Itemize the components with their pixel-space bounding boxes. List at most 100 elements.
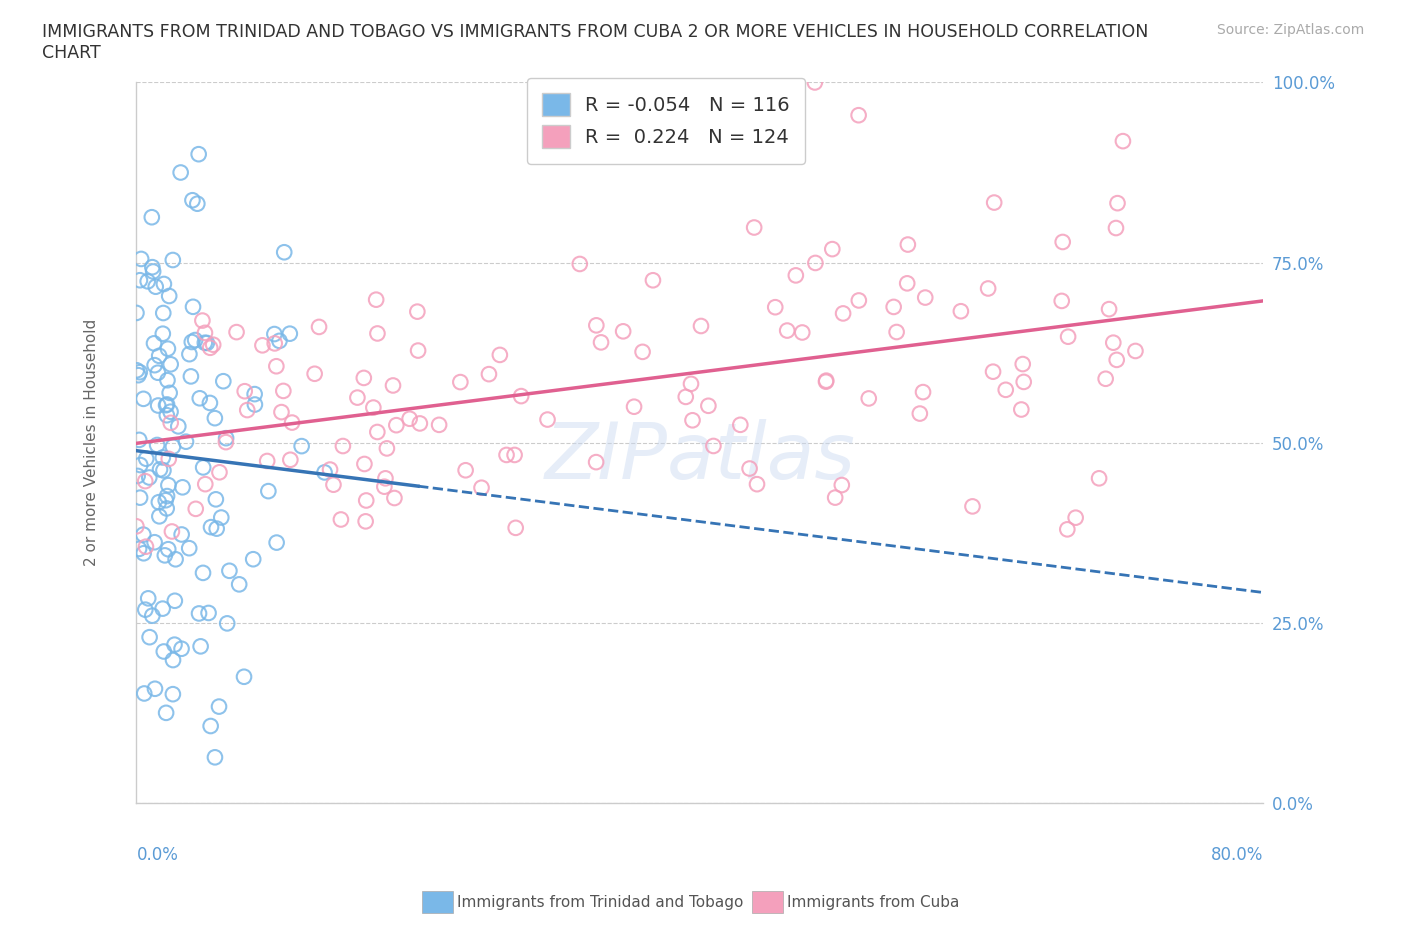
Point [127, 367, 149, 382]
Point [738, 461, 761, 476]
Point [159, 357, 181, 372]
Point [398, 411, 420, 426]
Point [730, 418, 752, 432]
Point [489, 348, 512, 363]
Point [792, 326, 814, 340]
Point [776, 323, 799, 338]
Point [132, 546, 155, 561]
Point [148, 349, 170, 364]
Point [128, 365, 150, 379]
Point [156, 341, 179, 356]
Point [135, 539, 157, 554]
Point [385, 418, 408, 432]
Point [184, 333, 207, 348]
Point [162, 253, 184, 268]
Legend: R = -0.054   N = 116, R =  0.224   N = 124: R = -0.054 N = 116, R = 0.224 N = 124 [527, 78, 806, 164]
Point [136, 274, 159, 289]
Point [152, 450, 174, 465]
Point [152, 306, 174, 321]
Point [153, 276, 176, 291]
Point [141, 608, 163, 623]
Point [129, 458, 152, 472]
Point [263, 336, 285, 351]
Point [281, 415, 304, 430]
Point [188, 606, 211, 621]
Point [217, 616, 239, 631]
Point [146, 437, 169, 452]
Point [1112, 134, 1135, 149]
Point [1050, 294, 1073, 309]
Point [319, 462, 342, 477]
Point [589, 335, 612, 350]
Point [273, 383, 295, 398]
Point [141, 210, 163, 225]
Point [179, 540, 201, 555]
Point [180, 335, 202, 350]
Point [409, 416, 432, 431]
Point [536, 412, 558, 427]
Point [212, 374, 235, 389]
Point [266, 535, 288, 550]
Point [194, 326, 217, 340]
Point [374, 471, 396, 485]
Point [983, 195, 1005, 210]
Point [702, 439, 724, 454]
Point [156, 407, 179, 422]
Point [187, 147, 209, 162]
Point [804, 75, 827, 90]
Text: Immigrants from Cuba: Immigrants from Cuba [787, 895, 960, 910]
Point [170, 642, 193, 657]
Text: IMMIGRANTS FROM TRINIDAD AND TOBAGO VS IMMIGRANTS FROM CUBA 2 OR MORE VEHICLES I: IMMIGRANTS FROM TRINIDAD AND TOBAGO VS I… [42, 23, 1149, 41]
Point [200, 520, 222, 535]
Point [204, 411, 226, 426]
Point [1094, 371, 1116, 386]
Point [1052, 234, 1074, 249]
Point [174, 434, 197, 449]
Point [162, 686, 184, 701]
Point [156, 488, 179, 503]
Point [159, 385, 181, 400]
Text: 2 or more Vehicles in Household: 2 or more Vehicles in Household [84, 319, 98, 566]
Point [165, 551, 187, 566]
Point [949, 304, 972, 319]
Point [679, 377, 702, 392]
Point [132, 392, 155, 406]
Point [157, 288, 180, 303]
Point [200, 719, 222, 734]
Point [125, 519, 148, 534]
Point [832, 306, 855, 321]
Point [157, 451, 180, 466]
Point [697, 398, 720, 413]
Point [373, 479, 395, 494]
Point [304, 366, 326, 381]
Point [167, 418, 190, 433]
Point [194, 336, 217, 351]
Point [824, 490, 846, 505]
Point [269, 334, 291, 349]
Point [159, 405, 181, 419]
Point [1098, 301, 1121, 316]
Point [505, 521, 527, 536]
Point [1088, 471, 1111, 485]
Point [134, 686, 156, 701]
Point [205, 492, 228, 507]
Point [353, 457, 375, 472]
Point [170, 527, 193, 542]
Point [152, 644, 174, 659]
Point [179, 347, 201, 362]
Point [242, 551, 264, 566]
Point [209, 510, 232, 525]
Point [763, 299, 786, 314]
Point [195, 336, 218, 351]
Point [186, 196, 208, 211]
Text: 80.0%: 80.0% [1211, 846, 1264, 864]
Point [146, 398, 169, 413]
Point [191, 565, 214, 580]
Point [280, 452, 302, 467]
Point [156, 373, 179, 388]
Point [1012, 375, 1035, 390]
Point [745, 477, 768, 492]
Point [157, 542, 180, 557]
Text: ZIPatlas: ZIPatlas [544, 419, 855, 495]
Point [329, 512, 352, 527]
